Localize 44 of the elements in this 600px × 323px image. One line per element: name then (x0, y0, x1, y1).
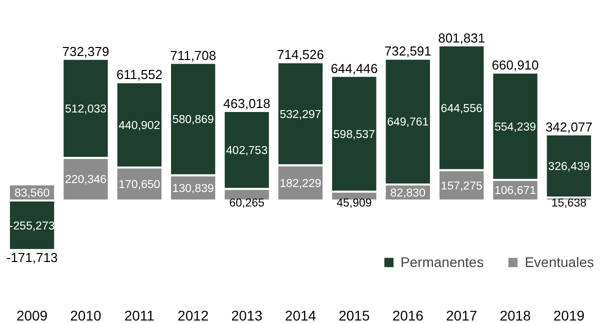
data-label: 532,297 (280, 108, 322, 121)
data-label: 220,346 (64, 174, 107, 186)
x-tick-label: 2010 (70, 308, 102, 323)
x-tick-label: 2019 (553, 308, 585, 323)
data-label: 649,761 (387, 116, 429, 129)
data-label: 598,537 (333, 128, 375, 141)
total-label: 714,526 (277, 47, 324, 62)
data-label: 157,275 (440, 180, 482, 192)
data-label: 60,265 (229, 198, 264, 210)
total-label: 732,379 (62, 44, 110, 59)
data-label: 326,439 (548, 160, 590, 173)
total-label: -171,713 (6, 250, 58, 266)
total-label: 660,910 (492, 58, 539, 73)
x-tick-label: 2018 (500, 308, 532, 323)
x-tick-label: 2017 (446, 308, 478, 323)
total-label: 801,831 (438, 30, 486, 46)
data-label: 512,033 (64, 103, 107, 116)
legend-label: Eventuales (524, 254, 594, 270)
data-label: 106,671 (494, 185, 536, 198)
total-label: 644,446 (330, 60, 378, 76)
data-label: 45,909 (336, 198, 372, 210)
data-label: 83,560 (14, 187, 50, 200)
data-label: 182,229 (280, 178, 322, 190)
total-label: 342,077 (545, 119, 592, 134)
x-tick-label: 2014 (284, 308, 316, 323)
x-tick-label: 2016 (392, 308, 424, 323)
data-label: 580,869 (172, 114, 214, 126)
data-label: 402,753 (226, 144, 268, 157)
total-label: 711,708 (170, 48, 216, 63)
data-label: 130,839 (172, 182, 214, 195)
x-tick-label: 2013 (231, 308, 263, 323)
x-tick-label: 2011 (124, 308, 155, 323)
x-tick-label: 2012 (178, 308, 209, 323)
data-label: 644,556 (440, 102, 482, 115)
total-label: 463,018 (223, 96, 270, 111)
data-label: 440,902 (118, 120, 160, 132)
x-tick-label: 2009 (16, 308, 48, 323)
total-label: 732,591 (384, 44, 432, 59)
total-label: 611,552 (116, 67, 162, 82)
data-label: 170,650 (118, 179, 160, 192)
data-label: 554,239 (494, 121, 536, 134)
legend-label: Permanentes (400, 254, 484, 270)
data-label: 82,830 (390, 188, 426, 200)
x-tick-label: 2015 (338, 308, 370, 323)
